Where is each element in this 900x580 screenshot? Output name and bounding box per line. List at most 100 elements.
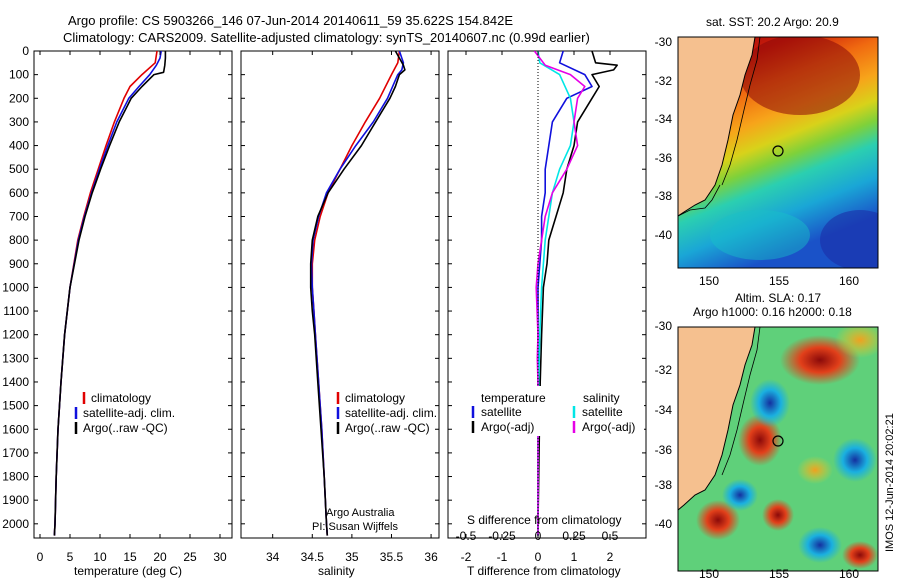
sla-low [798, 527, 842, 563]
sst-xtick: 160 [839, 274, 859, 288]
sla-high [738, 414, 782, 466]
x-tick-label: 1 [571, 550, 578, 564]
x-tick-label: 34.5 [301, 550, 325, 564]
sla-high [797, 456, 833, 484]
x-tick-label: 35 [345, 550, 359, 564]
depth-tick-label: 0 [22, 44, 29, 58]
difference-xlabel: T difference from climatology [467, 564, 621, 578]
x-tick-label: 20 [153, 550, 167, 564]
x-tick-label: 5 [67, 550, 74, 564]
sst-argo-position [772, 145, 784, 157]
sst-ytick: -40 [655, 228, 673, 242]
sst-axis: -30 -32 -34 -36 -38 -40 150 155 160 [655, 35, 860, 288]
salinity-legend: climatology satellite-adj. clim. Argo(..… [336, 391, 437, 435]
temperature-panel [33, 50, 233, 539]
sst-map [678, 37, 878, 268]
sst-xtick: 150 [699, 274, 719, 288]
salinity-xlabel: salinity [318, 564, 355, 578]
x-tick-label: 34 [266, 550, 280, 564]
x-tick-label: 0 [37, 550, 44, 564]
temperature-legend: climatology satellite-adj. clim. Argo(..… [74, 391, 175, 435]
sla-map-frame [677, 326, 879, 572]
sla-ytick: -30 [655, 319, 673, 333]
legend-temperature-title: temperature [481, 391, 546, 405]
legend-salinity-title: salinity [583, 391, 620, 405]
sst-ytick: -30 [655, 35, 673, 49]
legend-t-satellite: satellite [481, 405, 522, 419]
top-tick-label: 0.5 [602, 529, 619, 543]
salinity-annotation-1: Argo Australia [326, 507, 395, 519]
depth-tick-label: 1800 [2, 470, 29, 484]
depth-tick-label: 600 [9, 186, 29, 200]
sla-argo-position [772, 435, 784, 447]
legend-climatology: climatology [345, 391, 405, 405]
sst-coastline [678, 37, 756, 217]
sla-coastline [678, 327, 756, 511]
depth-tick-label: 100 [9, 68, 29, 82]
legend-background [578, 386, 644, 436]
top-tick-label: 0.25 [562, 529, 586, 543]
sla-high [762, 499, 794, 531]
legend-background [470, 386, 550, 436]
legend-argo: Argo(..raw -QC) [345, 421, 430, 435]
sst-coastline-edge [678, 184, 721, 217]
sla-low [722, 479, 758, 511]
legend-climatology: climatology [91, 391, 151, 405]
sla-map-title-2: Argo h1000: 0.16 h2000: 0.18 [693, 305, 852, 319]
sla-ytick: -40 [655, 517, 673, 531]
sla-low [833, 438, 877, 482]
sst-map-title: sat. SST: 20.2 Argo: 20.9 [706, 15, 839, 29]
depth-tick-label: 2000 [2, 517, 29, 531]
legend-t-argo: Argo(-adj) [481, 420, 534, 434]
sla-map-title-1: Altim. SLA: 0.17 [735, 291, 821, 305]
sla-high [842, 541, 878, 569]
difference-panel [447, 50, 647, 539]
sst-ytick: -38 [655, 189, 673, 203]
difference-legend: temperature satellite Argo(-adj) salinit… [470, 386, 644, 436]
series-line-argo [309, 51, 406, 536]
top-tick-label: -0.5 [456, 529, 477, 543]
sst-map-frame [677, 36, 879, 269]
sla-ytick: -38 [655, 478, 673, 492]
depth-tick-label: 200 [9, 91, 29, 105]
difference-top-label: S difference from climatology [467, 513, 622, 527]
top-tick-label: -0.25 [488, 529, 516, 543]
depth-tick-label: 1400 [2, 375, 29, 389]
sst-warm-core [740, 37, 860, 115]
x-tick-label: -1 [497, 550, 508, 564]
x-tick-label: 15 [123, 550, 137, 564]
temperature-lines [53, 51, 167, 536]
depth-tick-label: 1200 [2, 328, 29, 342]
series-line-argo [53, 51, 167, 536]
legend-s-satellite: satellite [582, 405, 623, 419]
salinity-annotation-2: PI: Susan Wijffels [312, 521, 398, 533]
depth-tick-label: 800 [9, 233, 29, 247]
sla-ytick: -34 [655, 403, 673, 417]
x-tick-label: 36 [424, 550, 438, 564]
x-tick-label: 35.5 [380, 550, 404, 564]
x-axes: 0 5 10 15 20 25 30 34 34.5 35 35.5 36 -2 -1 0 1 2 -0.5 -0.… [37, 51, 619, 564]
sla-xtick: 155 [769, 567, 789, 580]
legend-satellite: satellite-adj. clim. [83, 406, 175, 420]
x-tick-label: 10 [93, 550, 107, 564]
depth-tick-label: 700 [9, 209, 29, 223]
sla-ytick: -36 [655, 443, 673, 457]
top-tick-label: 0 [535, 529, 542, 543]
sla-high [835, 327, 878, 358]
depth-tick-label: 1500 [2, 399, 29, 413]
sla-map [678, 327, 878, 571]
sla-contour [721, 327, 761, 476]
sst-contour [721, 37, 761, 186]
sla-xtick: 160 [839, 567, 859, 580]
sla-high [696, 500, 740, 540]
sst-xtick: 155 [769, 274, 789, 288]
header-line-2: Climatology: CARS2009. Satellite-adjuste… [63, 30, 590, 45]
depth-tick-label: 1900 [2, 493, 29, 507]
sst-ytick: -34 [655, 112, 673, 126]
sla-xtick: 150 [699, 567, 719, 580]
legend-s-argo: Argo(-adj) [582, 420, 635, 434]
depth-axis: 0 100 200 300 400 500 600 700 800 900 1000 1100 1200… [2, 44, 646, 531]
depth-tick-label: 300 [9, 115, 29, 129]
depth-tick-label: 900 [9, 257, 29, 271]
